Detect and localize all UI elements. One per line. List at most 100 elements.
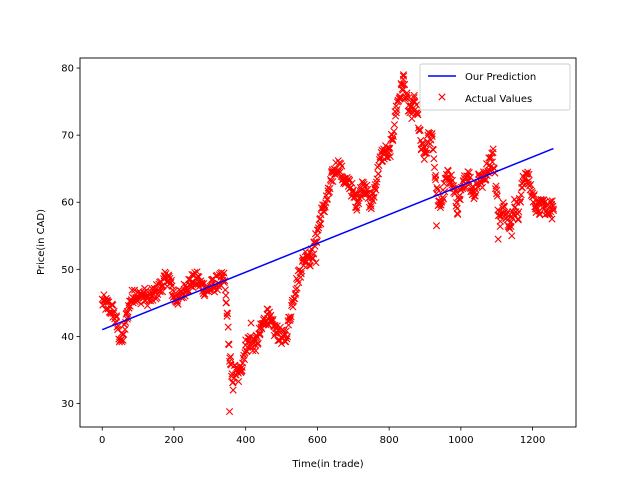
actual-value-point: [222, 291, 230, 300]
actual-value-point: [226, 354, 234, 362]
actual-value-point: [240, 355, 248, 364]
x-tick-label: 0: [99, 435, 105, 446]
actual-value-point: [174, 300, 182, 308]
actual-value-point: [403, 89, 411, 97]
actual-value-point: [456, 196, 464, 204]
actual-value-point: [321, 201, 329, 209]
y-tick-label: 60: [61, 198, 74, 209]
actual-value-point: [246, 332, 255, 340]
actual-value-point: [390, 121, 399, 129]
actual-value-point: [399, 72, 408, 80]
actual-value-point: [408, 115, 416, 123]
actual-value-point: [252, 347, 260, 355]
actual-value-point: [283, 335, 291, 343]
actual-value-point: [327, 177, 335, 185]
actual-value-point: [269, 315, 277, 324]
actual-value-point: [128, 286, 136, 294]
actual-value-point: [500, 203, 509, 211]
actual-value-point: [224, 323, 232, 331]
actual-value-point: [448, 176, 457, 185]
actual-value-point: [420, 155, 428, 163]
actual-value-point: [407, 103, 415, 112]
actual-value-point: [104, 298, 112, 306]
actual-value-point: [355, 200, 363, 208]
y-tick-label: 80: [61, 64, 74, 75]
actual-value-point: [312, 259, 320, 267]
actual-value-point: [431, 173, 439, 181]
actual-value-point: [367, 202, 375, 210]
actual-value-point: [238, 366, 246, 375]
actual-value-point: [317, 220, 325, 228]
actual-value-point: [152, 281, 161, 289]
ticks-layer: 0 200 400 600 800 1000 1200 30 40 50 60 70 80: [61, 64, 545, 446]
actual-value-point: [220, 269, 228, 277]
actual-value-point: [223, 312, 231, 320]
actual-value-point: [112, 312, 121, 320]
actual-value-point: [428, 130, 436, 138]
actual-value-point: [143, 302, 152, 310]
actual-value-point: [137, 300, 145, 308]
actual-value-point: [444, 167, 452, 175]
actual-value-point: [437, 201, 445, 209]
actual-value-point: [484, 167, 492, 175]
actual-value-point: [475, 170, 483, 178]
y-tick-label: 70: [61, 131, 74, 142]
actual-value-point: [523, 170, 531, 178]
actual-value-point: [264, 306, 272, 314]
actual-value-point: [548, 215, 556, 223]
actual-value-point: [156, 287, 164, 296]
actual-value-point: [148, 284, 156, 292]
actual-value-point: [310, 250, 318, 258]
y-axis-label: Price(in CAD): [36, 209, 47, 275]
actual-value-point: [482, 175, 490, 184]
actual-value-point: [348, 179, 356, 187]
actual-value-point: [329, 178, 337, 186]
actual-value-point: [223, 309, 231, 317]
legend-entry-actual: Actual Values: [465, 94, 532, 105]
actual-value-point: [385, 145, 393, 154]
actual-value-point: [536, 211, 544, 219]
actual-value-point: [284, 321, 293, 329]
actual-value-point: [372, 186, 380, 194]
actual-value-point: [283, 333, 292, 341]
actual-value-point: [167, 276, 176, 284]
actual-value-point: [102, 305, 110, 313]
actual-value-point: [478, 183, 486, 192]
legend: Our Prediction Actual Values: [419, 63, 571, 111]
actual-value-point: [514, 216, 522, 224]
y-tick-label: 30: [61, 399, 74, 410]
actual-value-point: [515, 208, 523, 216]
actual-value-point: [306, 262, 314, 270]
y-tick-label: 50: [61, 265, 74, 276]
actual-value-point: [123, 307, 131, 316]
actual-value-point: [428, 132, 436, 141]
actual-value-point: [436, 203, 445, 212]
actual-value-point: [109, 301, 117, 309]
actual-value-point: [433, 184, 441, 192]
actual-value-point: [124, 301, 133, 310]
x-tick-label: 200: [164, 435, 183, 446]
actual-value-point: [447, 171, 455, 179]
actual-value-point: [287, 313, 295, 321]
actual-value-point: [188, 278, 196, 286]
actual-value-point: [375, 161, 383, 170]
actual-value-point: [374, 170, 382, 178]
actual-value-point: [527, 180, 535, 189]
actual-value-point: [508, 232, 516, 240]
actual-value-point: [549, 206, 557, 215]
actual-value-point: [493, 192, 501, 200]
actual-value-point: [466, 173, 474, 181]
actual-value-point: [295, 278, 303, 287]
series-layer: [98, 71, 557, 416]
actual-value-point: [117, 335, 125, 344]
actual-value-point: [256, 329, 264, 338]
actual-value-point: [399, 71, 408, 79]
actual-value-point: [367, 205, 375, 213]
actual-value-point: [337, 160, 345, 168]
actual-value-point: [249, 347, 257, 355]
actual-value-point: [432, 171, 440, 179]
actual-value-point: [112, 313, 121, 321]
actual-value-point: [225, 407, 234, 416]
actual-value-point: [370, 193, 378, 201]
